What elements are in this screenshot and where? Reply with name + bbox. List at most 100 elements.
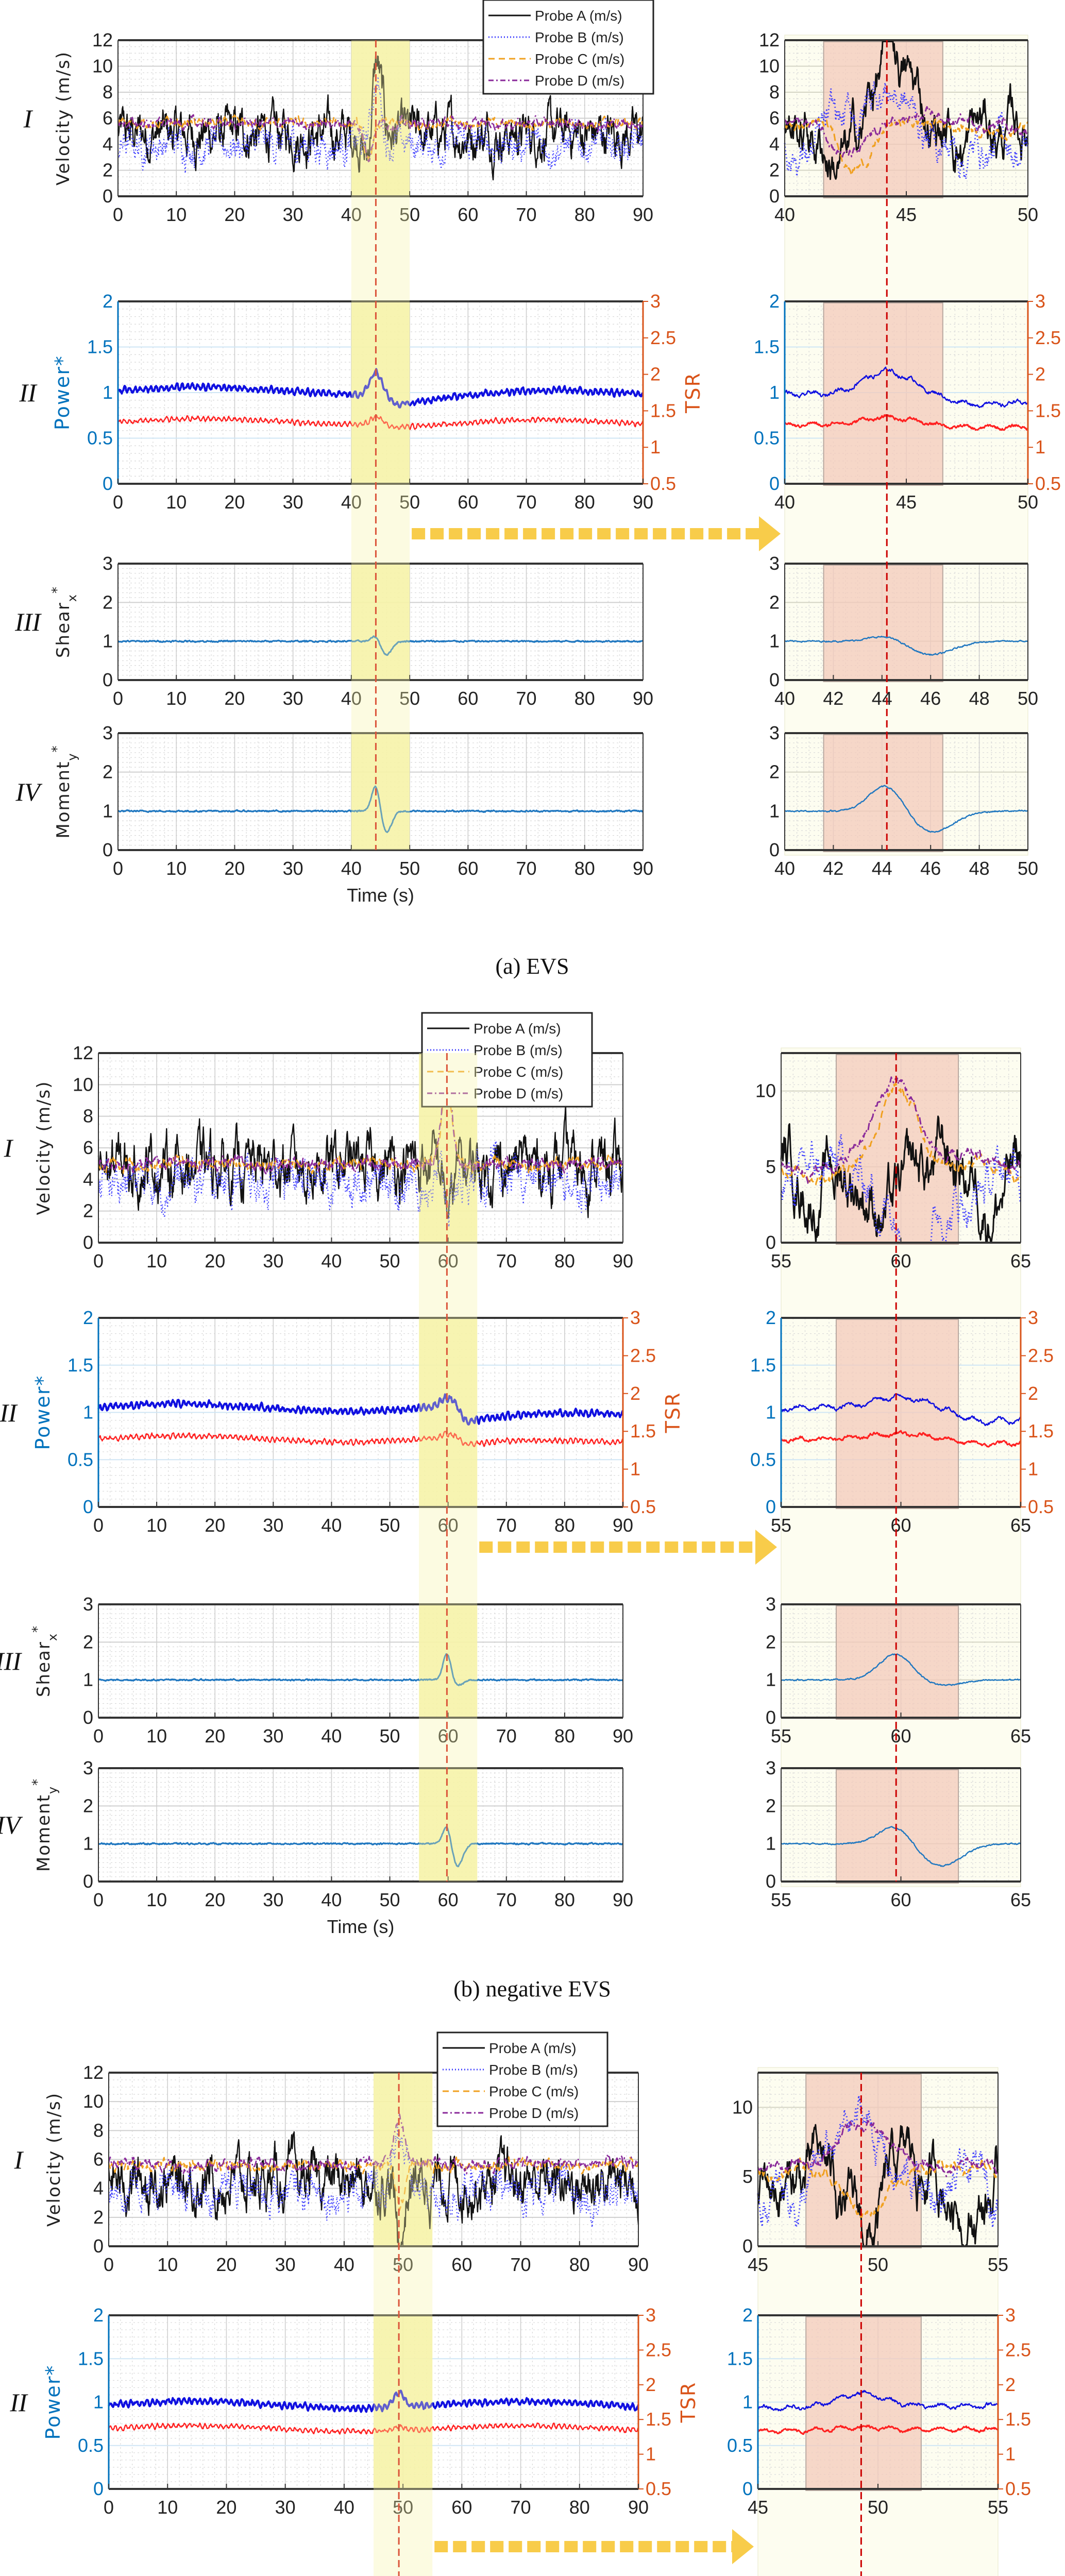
y2-tick-label: 0.5 [630, 1496, 656, 1517]
y-tick-label: 2 [742, 2304, 753, 2326]
legend-entry: Probe D (m/s) [474, 1086, 563, 1101]
panel-label: II [19, 378, 37, 407]
y-tick-label: 10 [73, 1074, 93, 1095]
y2-tick-label: 0.5 [646, 2478, 671, 2499]
x-tick-label: 60 [890, 1725, 911, 1747]
x-tick-label: 60 [451, 2497, 472, 2518]
y2-tick-label: 3 [1035, 291, 1045, 312]
y-tick-label: 2 [766, 1307, 776, 1328]
highlight-band [419, 1318, 478, 1507]
x-tick-label: 46 [920, 688, 941, 709]
x-tick-label: 50 [868, 2254, 888, 2275]
x-tick-label: 50 [399, 688, 420, 709]
series-line-probe-b [784, 80, 1029, 180]
x-tick-label: 30 [263, 1725, 283, 1747]
x-tick-label: 90 [628, 2254, 649, 2275]
series-line-probe-d [117, 114, 644, 162]
x-tick-label: 55 [988, 2254, 1008, 2275]
y2-tick-label: 2 [1005, 2374, 1016, 2395]
x-tick-label: 30 [283, 492, 303, 513]
zoom-highlight-band [835, 1319, 959, 1509]
x-tick-label: 70 [511, 2497, 531, 2518]
panel-label: I [23, 104, 32, 133]
y-tick-label: 0 [103, 839, 113, 860]
x-tick-label: 10 [166, 688, 187, 709]
series-line-probe-a [784, 41, 1029, 180]
y2-tick-label: 1.5 [650, 400, 676, 421]
x-tick-label: 44 [872, 858, 892, 879]
x-tick-label: 45 [896, 492, 917, 513]
y2-axis-label: TSR [677, 2382, 700, 2424]
y2-tick-label: 3 [650, 291, 661, 312]
series-line-probe-d [757, 2120, 999, 2177]
zoom-highlight-band [823, 734, 943, 852]
zoom-arrow-head [732, 2529, 754, 2564]
y-tick-label: 3 [766, 1757, 776, 1778]
y-axis-label: Momenty* [30, 1778, 60, 1872]
x-tick-label: 40 [341, 204, 362, 225]
x-tick-label: 30 [275, 2497, 296, 2518]
legend-entry: Probe B (m/s) [535, 29, 624, 45]
x-tick-label: 80 [574, 858, 595, 879]
y2-tick-label: 2.5 [1028, 1345, 1054, 1366]
x-tick-label: 20 [224, 492, 245, 513]
x-tick-label: 50 [1018, 858, 1038, 879]
x-tick-label: 60 [438, 1250, 459, 1272]
panel-label: II [0, 1398, 17, 1427]
y-label-base: Shear [33, 1641, 54, 1697]
y-tick-label: 0 [769, 185, 780, 207]
y-tick-label: 3 [83, 1594, 93, 1615]
y-tick-label: 2 [93, 2304, 104, 2326]
y-tick-label: 8 [83, 1106, 93, 1127]
y-label-star: * [30, 1625, 45, 1633]
x-tick-label: 30 [283, 688, 303, 709]
y-tick-label: 0.5 [754, 428, 780, 449]
y-tick-label: 1 [93, 2392, 104, 2413]
y2-tick-label: 2 [1035, 364, 1045, 385]
y-label-base: Moment [53, 761, 74, 839]
y-tick-label: 12 [73, 1042, 93, 1063]
x-tick-label: 42 [823, 858, 843, 879]
x-tick-label: 65 [1010, 1250, 1031, 1272]
y-tick-label: 0.5 [67, 1449, 93, 1470]
x-tick-label: 80 [569, 2254, 590, 2275]
x-tick-label: 70 [516, 688, 537, 709]
legend-entry: Probe C (m/s) [489, 2083, 579, 2099]
y-tick-label: 0 [103, 185, 113, 207]
x-tick-label: 55 [771, 1515, 791, 1536]
zoom-highlight-band [823, 565, 943, 682]
x-tick-label: 30 [263, 1250, 283, 1272]
legend: Probe A (m/s) Probe B (m/s) Probe C (m/s) P… [482, 0, 654, 95]
highlight-band [419, 1604, 478, 1718]
x-tick-label: 50 [868, 2497, 888, 2518]
x-tick-label: 10 [166, 204, 187, 225]
y-tick-label: 2 [83, 1200, 93, 1222]
x-tick-label: 10 [157, 2497, 178, 2518]
x-tick-label: 30 [263, 1515, 283, 1536]
x-tick-label: 30 [275, 2254, 296, 2275]
x-tick-label: 20 [224, 858, 245, 879]
series-line-shear [784, 635, 1028, 656]
x-tick-label: 50 [380, 1515, 400, 1536]
y-tick-label: 0.5 [750, 1449, 776, 1470]
zoom-highlight-band [835, 1605, 959, 1720]
x-tick-label: 50 [393, 2254, 413, 2275]
x-tick-label: 90 [633, 204, 653, 225]
x-tick-label: 60 [438, 1725, 459, 1747]
x-tick-label: 90 [628, 2497, 649, 2518]
y-tick-label: 6 [93, 2149, 104, 2170]
x-tick-label: 40 [774, 492, 795, 513]
y-tick-label: 0 [769, 473, 780, 494]
x-tick-label: 40 [321, 1725, 342, 1747]
y-tick-label: 10 [759, 56, 780, 77]
x-tick-label: 80 [554, 1515, 575, 1536]
series-line-probe-d [108, 2113, 639, 2175]
series-line-probe-a [117, 55, 644, 181]
y-tick-label: 1.5 [78, 2348, 104, 2369]
highlight-band [419, 1768, 478, 1882]
y-tick-label: 0.5 [78, 2435, 104, 2456]
x-tick-label: 40 [334, 2497, 354, 2518]
